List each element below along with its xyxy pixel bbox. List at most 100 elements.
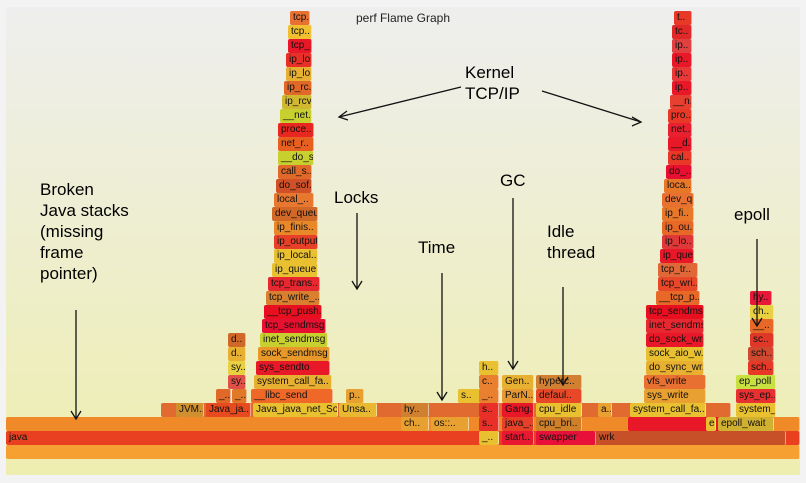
flame-frame[interactable]: ch.. [750, 305, 774, 319]
flame-frame[interactable]: pro.. [668, 109, 692, 123]
flame-frame[interactable]: proce.. [278, 123, 314, 137]
flame-frame[interactable]: Gen.. [502, 375, 534, 389]
flame-frame[interactable]: java_.. [502, 417, 534, 431]
flame-frame[interactable]: tcp_wri.. [658, 277, 698, 291]
flame-frame[interactable]: sys_ep.. [736, 389, 776, 403]
flame-frame[interactable]: do_sof.. [276, 179, 312, 193]
flame-frame[interactable]: sc.. [750, 333, 774, 347]
flame-frame[interactable]: ip_rcv [282, 95, 312, 109]
flame-frame[interactable]: ip_fi.. [662, 207, 694, 221]
flame-frame[interactable]: __do_s.. [278, 151, 314, 165]
flame-frame[interactable]: ep_poll [736, 375, 776, 389]
flame-frame[interactable]: d.. [228, 347, 246, 361]
flame-frame[interactable]: h.. [479, 361, 499, 375]
flame-frame[interactable]: wrk [596, 431, 786, 445]
flame-frame[interactable]: tcp_sendmsg [262, 319, 326, 333]
flame-frame[interactable]: JVM.. [176, 403, 204, 417]
flame-frame[interactable]: ip_queue.. [272, 263, 318, 277]
flame-frame[interactable]: system_call_fa.. [630, 403, 706, 417]
flame-frame[interactable]: Java_java_net_So.. [253, 403, 338, 417]
flame-frame[interactable]: swapper [536, 431, 596, 445]
flame-frame[interactable]: cal.. [668, 151, 692, 165]
flame-frame[interactable]: ch.. [401, 417, 429, 431]
flame-frame[interactable]: p.. [346, 389, 364, 403]
flame-frame[interactable]: loca.. [664, 179, 692, 193]
flame-frame[interactable]: tcp_tr.. [658, 263, 698, 277]
flame-frame[interactable]: t.. [674, 11, 692, 25]
flame-frame[interactable]: tcp_sendmsg [646, 305, 704, 319]
flame-frame[interactable]: __.. [750, 319, 774, 333]
flame-frame[interactable]: tcp.. [290, 11, 310, 25]
flame-frame[interactable]: Gang.. [502, 403, 534, 417]
flame-frame[interactable]: ParN.. [502, 389, 534, 403]
flame-frame[interactable]: hyperc.. [536, 375, 582, 389]
flame-frame[interactable]: ip_que.. [660, 249, 694, 263]
flame-frame[interactable]: dev_q.. [662, 193, 694, 207]
flame-frame[interactable]: s.. [479, 417, 499, 431]
flame-frame[interactable]: ip_rc.. [284, 81, 312, 95]
flame-frame[interactable]: ip.. [672, 81, 692, 95]
flame-frame[interactable]: tc.. [672, 25, 692, 39]
flame-frame[interactable]: system_.. [736, 403, 776, 417]
flame-frame[interactable]: call_s.. [278, 165, 312, 179]
flame-frame[interactable]: inet_sendmsg [646, 319, 704, 333]
flame-frame[interactable]: __n.. [670, 95, 692, 109]
flame-frame[interactable]: ip_finis.. [274, 221, 318, 235]
flame-frame[interactable]: net_r.. [278, 137, 314, 151]
flame-frame[interactable]: Unsa.. [339, 403, 377, 417]
flame-frame[interactable]: system_call_fa.. [254, 375, 332, 389]
flame-frame[interactable]: Java_ja.. [206, 403, 251, 417]
flame-frame[interactable]: inet_sendmsg [260, 333, 328, 347]
flame-frame[interactable]: os::.. [431, 417, 469, 431]
flame-frame[interactable]: ip_output [274, 235, 318, 249]
flame-frame[interactable] [6, 445, 800, 459]
flame-frame[interactable]: a.. [598, 403, 612, 417]
flame-frame[interactable]: sch.. [748, 347, 774, 361]
flame-frame[interactable]: tcp_trans.. [268, 277, 320, 291]
flame-frame[interactable]: tcp_.. [288, 39, 312, 53]
flame-frame[interactable]: vfs_write [644, 375, 706, 389]
flame-frame[interactable]: defaul.. [536, 389, 582, 403]
flame-frame[interactable]: __tcp_p.. [656, 291, 700, 305]
flame-frame[interactable]: __net.. [280, 109, 312, 123]
flame-frame[interactable]: ip_ou.. [662, 221, 694, 235]
flame-frame[interactable]: local_.. [274, 193, 314, 207]
flame-frame[interactable]: ip.. [672, 67, 692, 81]
flame-frame[interactable]: sys_write [644, 389, 706, 403]
flame-frame[interactable]: do_sync_wr.. [646, 361, 704, 375]
flame-frame[interactable]: sock_aio_w.. [646, 347, 704, 361]
flame-frame[interactable]: _.. [479, 431, 499, 445]
flame-frame[interactable]: cpu_idle [536, 403, 582, 417]
flame-frame[interactable]: net.. [668, 123, 692, 137]
flame-frame[interactable]: ip_lo.. [286, 53, 312, 67]
flame-frame[interactable]: start.. [502, 431, 534, 445]
flame-frame[interactable]: ip.. [672, 39, 692, 53]
flame-frame[interactable]: ip.. [672, 53, 692, 67]
flame-frame[interactable]: _.. [232, 389, 247, 403]
flame-frame[interactable]: cpu_bri.. [536, 417, 582, 431]
flame-frame[interactable]: tcp_write_.. [266, 291, 320, 305]
flame-frame[interactable]: hy.. [750, 291, 772, 305]
flame-frame[interactable]: c.. [479, 375, 499, 389]
flame-frame[interactable]: do_.. [666, 165, 692, 179]
flame-frame[interactable]: sch.. [748, 361, 774, 375]
flame-frame[interactable]: __libc_send [251, 389, 333, 403]
flame-frame[interactable]: __tcp_push.. [264, 305, 322, 319]
flame-frame[interactable]: ip_lo.. [286, 67, 312, 81]
flame-frame[interactable]: _.. [216, 389, 231, 403]
flame-frame[interactable]: sy.. [228, 375, 246, 389]
flame-frame[interactable]: hy.. [401, 403, 429, 417]
flame-frame[interactable]: tcp.. [288, 25, 312, 39]
flame-frame[interactable]: epoll_wait [718, 417, 774, 431]
flame-frame[interactable]: e.. [706, 417, 716, 431]
flame-frame[interactable]: do_sock_wr.. [646, 333, 704, 347]
flame-frame[interactable]: d.. [228, 333, 246, 347]
flame-frame[interactable]: sock_sendmsg [258, 347, 330, 361]
flame-frame[interactable]: ip_lo.. [662, 235, 694, 249]
flame-frame[interactable]: sy.. [228, 361, 246, 375]
flame-frame[interactable]: __d.. [668, 137, 692, 151]
flame-frame[interactable]: dev_queu.. [272, 207, 318, 221]
flame-frame[interactable]: _.. [479, 389, 499, 403]
flame-frame[interactable]: ip_local.. [274, 249, 318, 263]
flame-frame[interactable]: sys_sendto [256, 361, 330, 375]
